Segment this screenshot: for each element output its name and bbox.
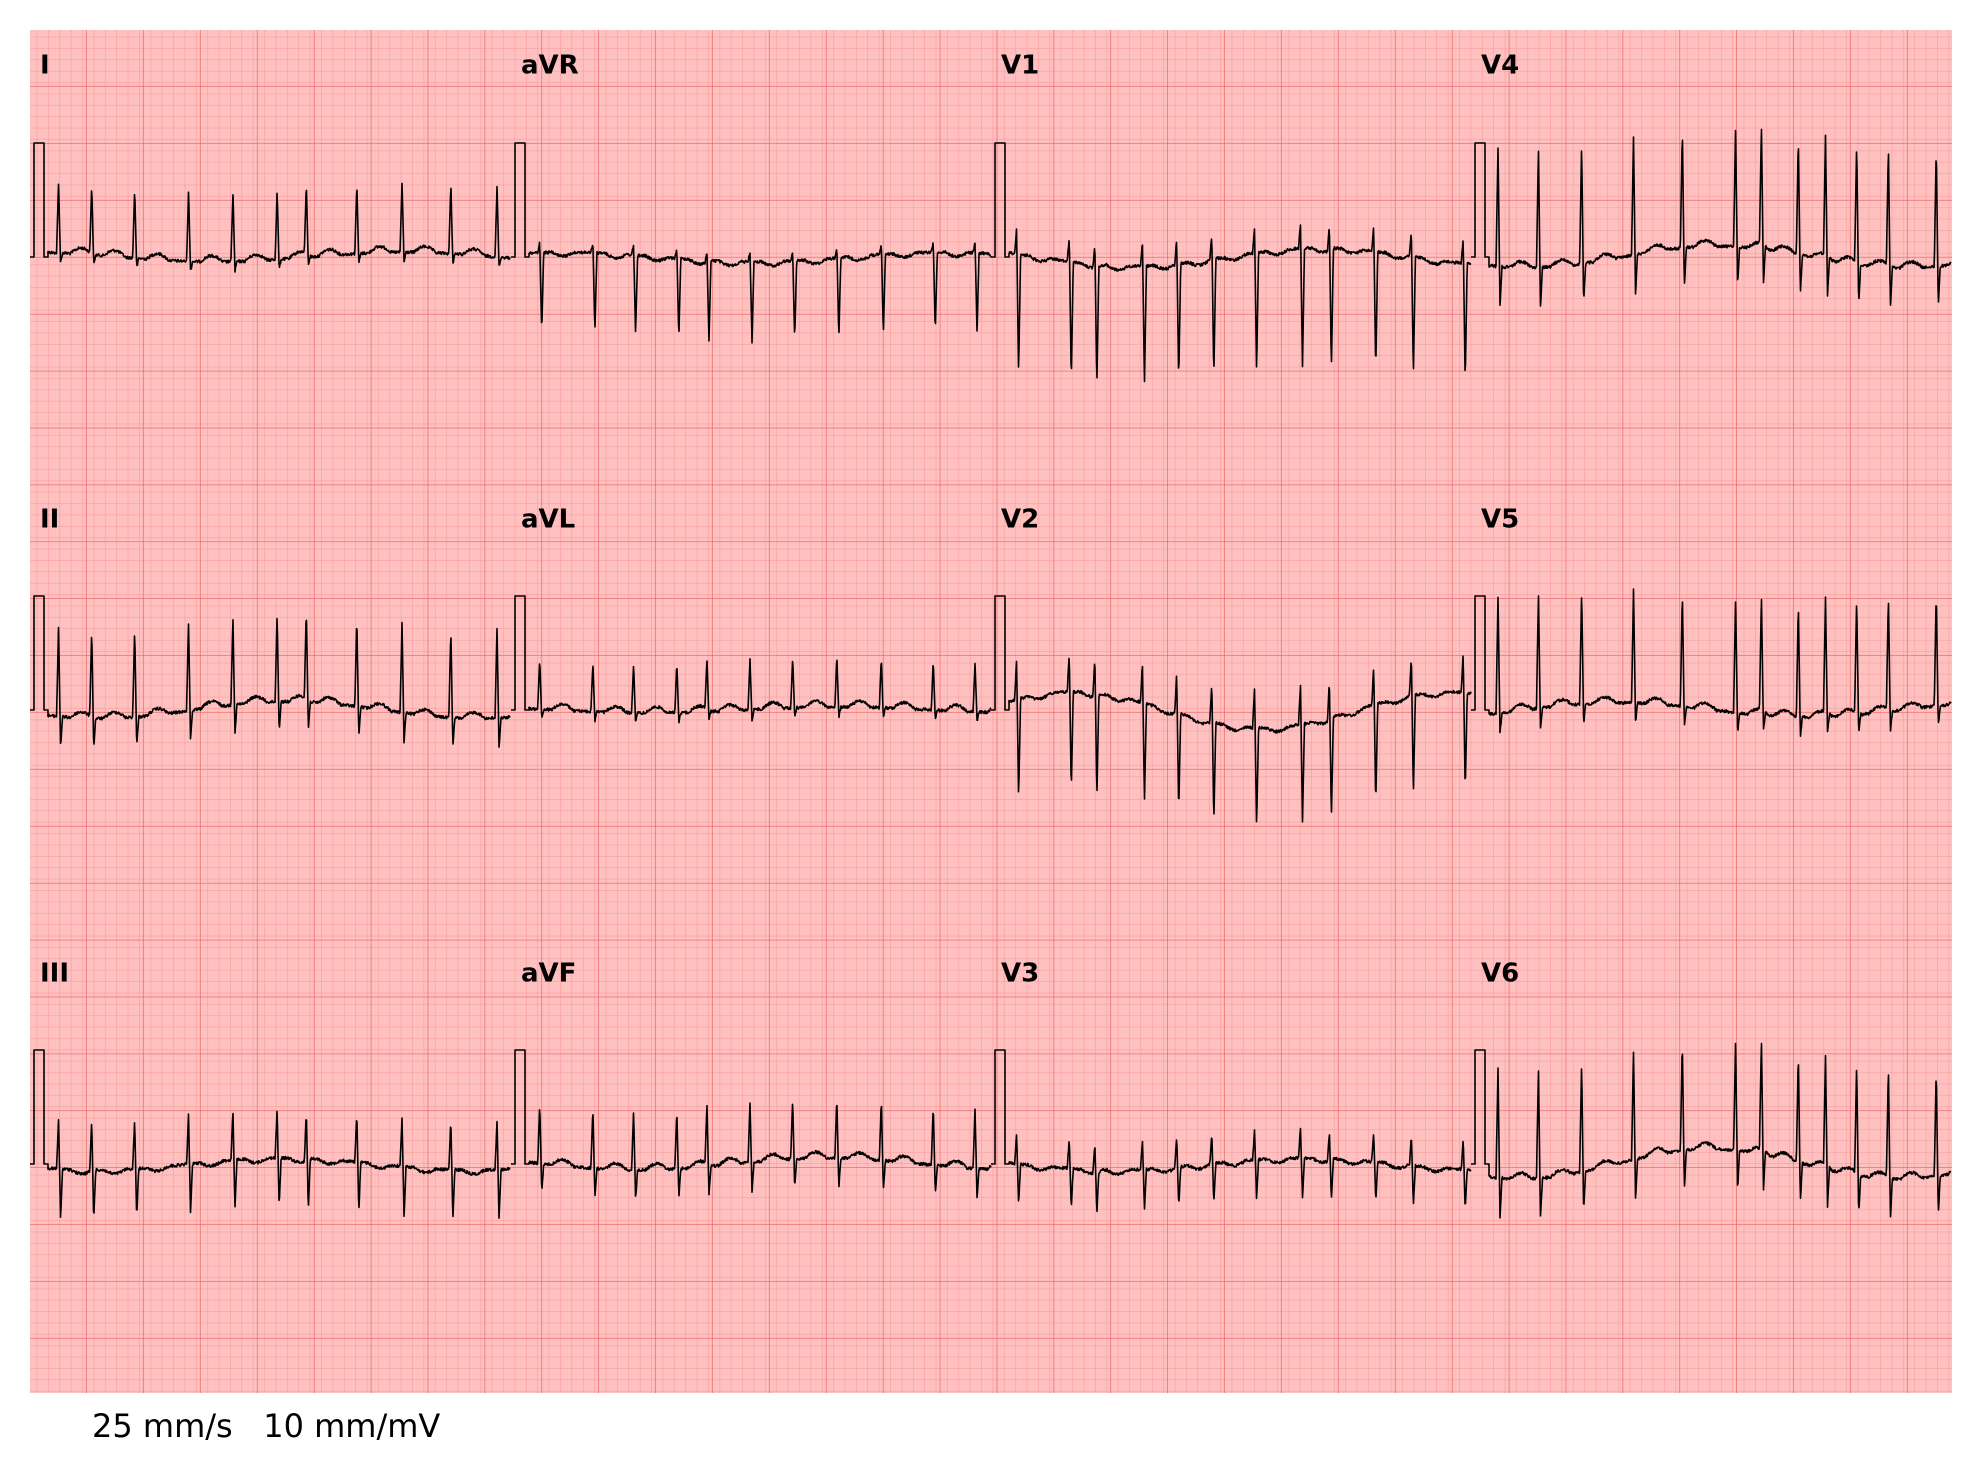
lead-label: V4 <box>1481 51 1519 81</box>
ecg-trace <box>1471 128 1952 307</box>
lead-label: aVF <box>521 959 576 989</box>
lead-label: V2 <box>1001 505 1039 535</box>
ecg-trace <box>991 1049 1472 1213</box>
ecg-trace <box>30 142 511 273</box>
ecg-trace <box>1471 588 1952 737</box>
lead-label: V3 <box>1001 959 1039 989</box>
lead-label: III <box>40 959 69 989</box>
ecg-trace <box>511 142 992 344</box>
lead-label: V1 <box>1001 51 1039 81</box>
ecg-trace <box>991 595 1472 823</box>
lead-label: V5 <box>1481 505 1519 535</box>
traces <box>30 128 1952 1219</box>
footer-scale: 25 mm/s 10 mm/mV <box>92 1407 440 1445</box>
lead-label: I <box>40 51 50 81</box>
ecg-trace <box>30 1049 511 1219</box>
ecg-trace <box>1471 1042 1952 1219</box>
lead-label: V6 <box>1481 959 1519 989</box>
lead-label: II <box>40 505 59 535</box>
lead-label: aVL <box>521 505 575 535</box>
grid <box>30 30 1952 1393</box>
ecg-trace <box>30 595 511 748</box>
ecg-trace <box>991 142 1472 383</box>
ecg-trace <box>511 1049 992 1199</box>
lead-label: aVR <box>521 51 579 81</box>
ecg-trace <box>511 595 992 724</box>
